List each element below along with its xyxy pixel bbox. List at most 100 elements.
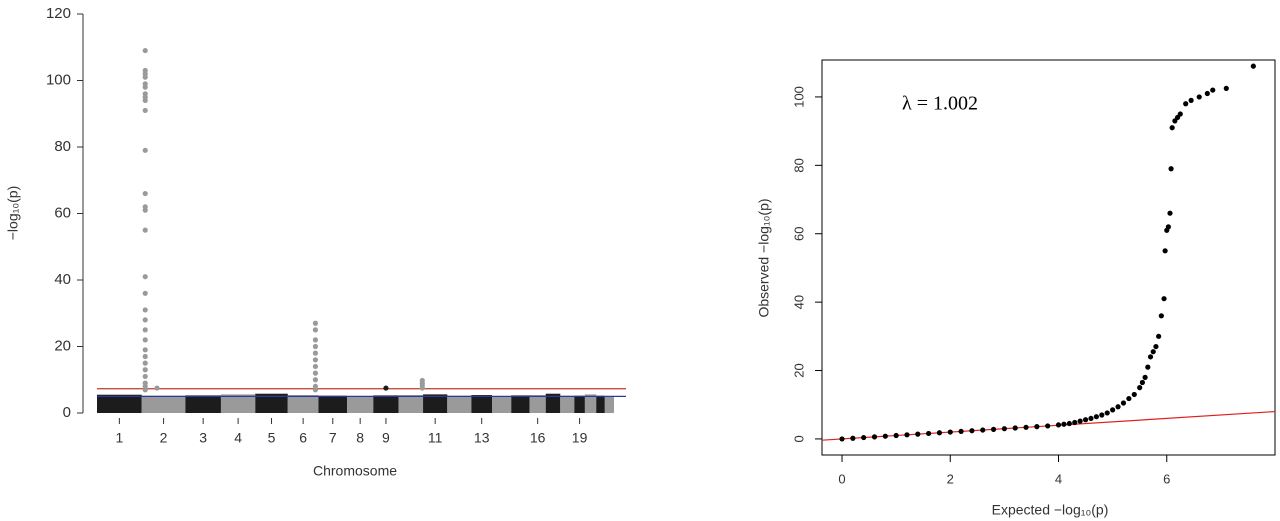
qq-point	[1139, 379, 1146, 386]
qq-point	[1196, 94, 1202, 100]
qq-point	[958, 428, 964, 435]
x-tick-label: 2	[160, 430, 168, 446]
qq-point	[1093, 414, 1099, 420]
y-axis-label: Observed −log₁₀(p)	[756, 198, 772, 317]
y-tick-label: 20	[791, 363, 806, 377]
y-tick-label: 0	[791, 435, 806, 442]
qq-point	[893, 432, 899, 439]
chromosome-band	[220, 394, 256, 413]
snp-point	[142, 227, 148, 233]
snp-point	[312, 377, 319, 383]
x-tick-label: 0	[838, 471, 845, 486]
qq-point	[1045, 423, 1051, 429]
snp-point	[312, 350, 319, 356]
qq-point	[1158, 313, 1164, 319]
chromosome-band	[545, 393, 561, 413]
x-tick-label: 11	[428, 430, 443, 446]
qq-point	[839, 436, 845, 442]
qq-point	[1169, 125, 1175, 131]
chromosome-band	[255, 393, 288, 413]
qq-point	[1001, 426, 1007, 432]
qq-point	[1055, 422, 1062, 428]
qq-point	[1088, 415, 1094, 422]
x-tick-label: 19	[572, 430, 588, 446]
chromosome-band	[604, 396, 614, 413]
qq-point	[1147, 354, 1154, 360]
qq-point	[1023, 424, 1029, 430]
qq-point	[936, 430, 943, 436]
snp-point	[142, 290, 148, 296]
snp-point	[312, 370, 319, 376]
x-tick-label: 9	[382, 430, 390, 446]
x-tick-label: 5	[268, 430, 276, 446]
snp-point	[142, 327, 148, 333]
y-tick-label: 80	[54, 138, 71, 155]
x-tick-label: 6	[1163, 471, 1170, 486]
annotation: λ = 1.002	[902, 93, 978, 115]
qq-point	[1142, 374, 1148, 380]
qq-point	[1153, 343, 1159, 350]
x-tick-label: 7	[329, 430, 337, 446]
chromosome-band	[287, 395, 319, 413]
qq-point	[1115, 404, 1121, 410]
snp-point	[154, 385, 160, 391]
x-tick-label: 4	[234, 430, 242, 446]
chromosome-band	[347, 396, 374, 413]
snp-point	[312, 337, 319, 343]
qq-point	[904, 432, 910, 438]
snp-point	[142, 317, 148, 323]
chromosome-band	[373, 395, 399, 413]
qq-point	[1110, 407, 1116, 413]
qq-point	[882, 433, 888, 439]
snp-point	[142, 107, 148, 114]
qq-point	[1104, 410, 1110, 416]
snp-point	[142, 190, 148, 197]
chromosome-band	[529, 395, 546, 413]
qq-point	[915, 431, 921, 437]
snp-point	[312, 343, 319, 350]
snp-point	[142, 207, 148, 213]
y-tick-label: 40	[54, 271, 71, 288]
chromosome-band	[318, 395, 348, 413]
x-tick-label: 3	[199, 430, 207, 446]
chromosome-band	[584, 394, 597, 413]
snp-point	[142, 387, 148, 393]
qq-point	[990, 426, 997, 432]
qq-point	[1126, 395, 1132, 402]
y-tick-label: 100	[46, 71, 71, 88]
x-tick-label: 8	[356, 430, 364, 446]
snp-point	[142, 360, 148, 366]
chromosome-band	[97, 394, 142, 413]
snp-point	[142, 337, 148, 343]
chromosome-band	[574, 395, 585, 413]
qq-point	[1204, 90, 1210, 97]
qq-point	[871, 434, 878, 440]
qq-point	[1167, 210, 1173, 216]
y-tick-label: 100	[791, 86, 806, 108]
qq-point	[969, 428, 975, 434]
x-tick-label: 4	[1055, 471, 1062, 486]
qq-point	[1034, 424, 1040, 430]
snp-point	[142, 97, 148, 104]
snp-point	[312, 327, 319, 333]
qq-point	[1168, 166, 1174, 172]
qq-point	[1165, 224, 1171, 230]
qq-point	[1099, 412, 1105, 418]
qq-point	[1162, 248, 1168, 254]
y-axis-label: −log₁₀(p)	[5, 186, 21, 241]
chromosome-band	[560, 395, 575, 413]
chromosome-band	[471, 395, 493, 413]
x-tick-label: 2	[947, 471, 954, 486]
qq-point	[1223, 85, 1229, 91]
qq-point	[1250, 63, 1256, 69]
snp-point	[142, 47, 148, 54]
x-tick-label: 6	[299, 430, 307, 446]
qq-point	[1137, 385, 1143, 391]
snp-point	[383, 385, 389, 391]
x-tick-label: 13	[474, 430, 490, 446]
qq-point	[1131, 391, 1137, 398]
y-tick-label: 120	[46, 5, 71, 22]
x-axis-label: Expected −log₁₀(p)	[992, 502, 1109, 518]
snp-point	[312, 363, 319, 370]
y-tick-label: 60	[791, 226, 806, 240]
